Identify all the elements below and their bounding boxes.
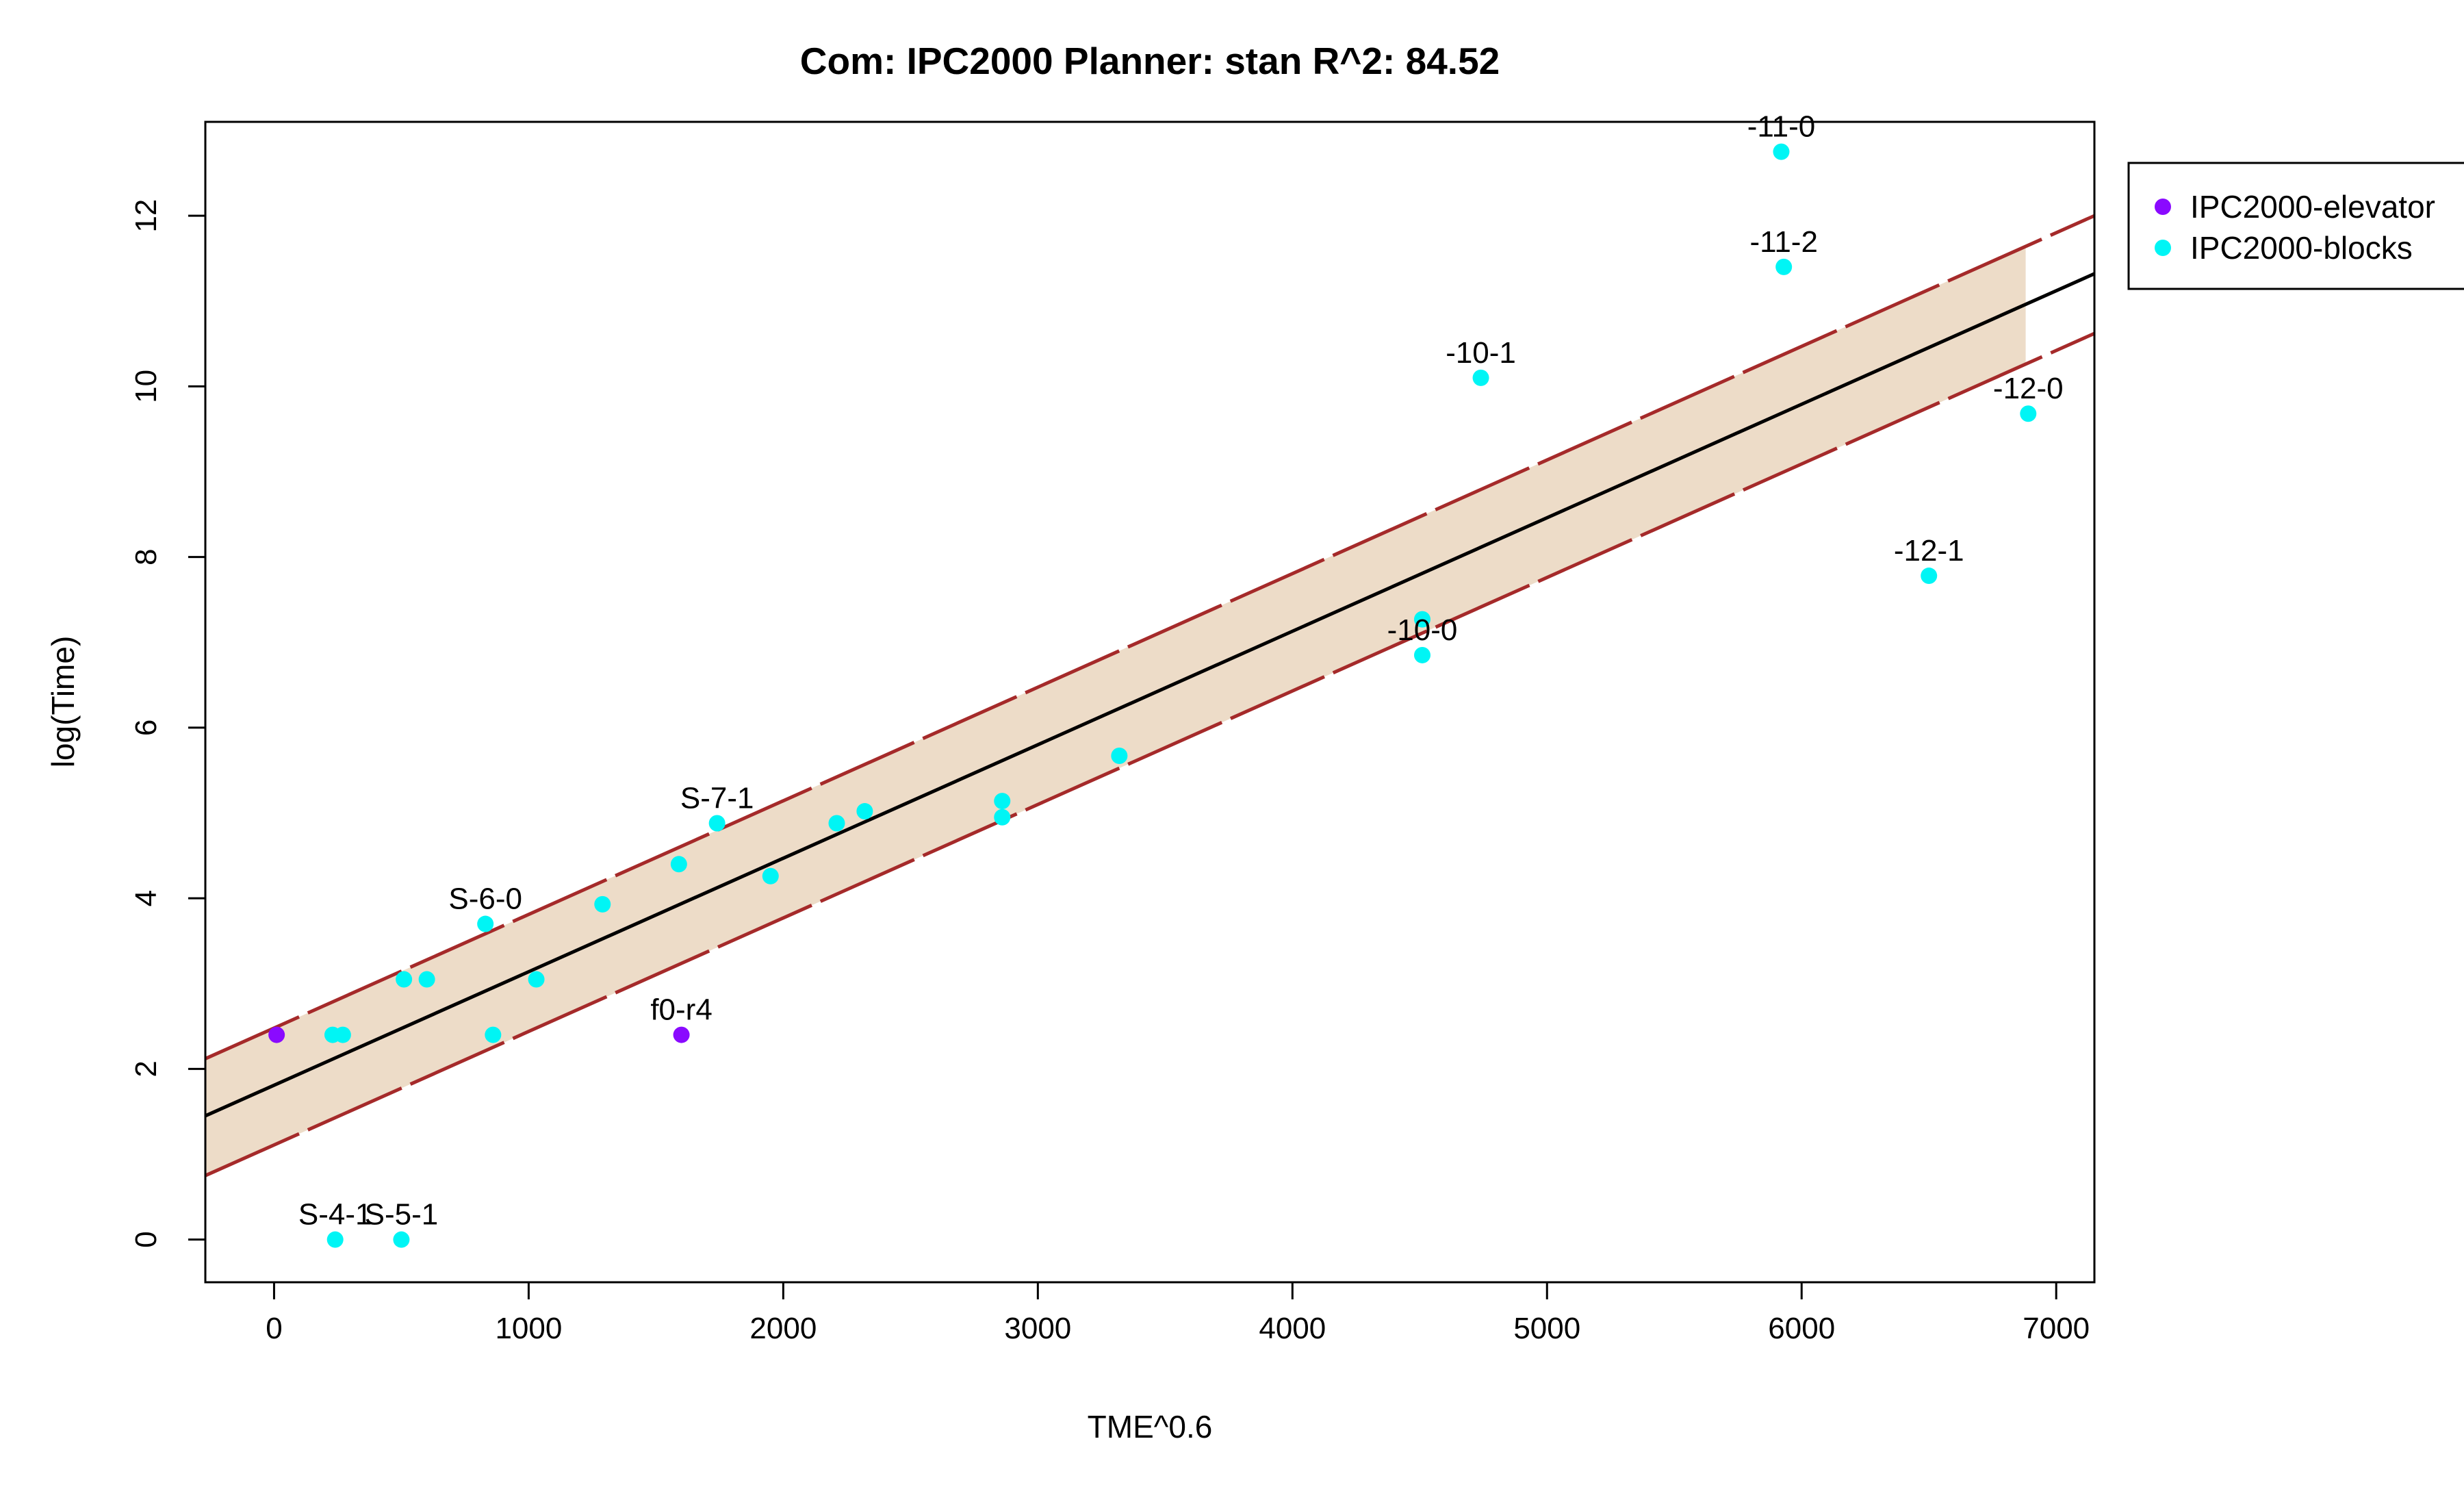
x-tick-label: 3000 [1004, 1312, 1071, 1345]
point-label: -11-0 [1747, 110, 1815, 144]
y-tick-label: 12 [129, 199, 163, 233]
data-point-1-15 [994, 793, 1011, 810]
point-label: S-4-1 [298, 1198, 372, 1232]
data-point-1-7 [485, 1026, 502, 1043]
legend-box [2127, 162, 2464, 290]
legend-marker-blocks [2155, 240, 2171, 256]
x-tick-label: 6000 [1768, 1312, 1835, 1345]
point-labels-layer: f0-r4 S-4-1S-5-1 S-6-0 S-7-1 -10-0 -10-1 -11-0… [298, 110, 2064, 1232]
y-tick-label: 8 [129, 548, 163, 565]
data-point-0-1 [673, 1026, 690, 1043]
data-point-1-14 [856, 803, 873, 820]
fit-lines-layer [204, 214, 2096, 1178]
data-point-1-21 [1773, 143, 1790, 160]
legend-label-blocks: IPC2000-blocks [2190, 230, 2413, 266]
y-tick-label: 0 [129, 1231, 163, 1247]
point-label: -12-0 [1993, 372, 2064, 405]
legend-marker-elevator [2155, 199, 2171, 215]
point-label: -12-1 [1894, 534, 1964, 568]
data-point-1-11 [708, 815, 726, 832]
data-point-1-18 [1414, 611, 1431, 628]
point-label: S-5-1 [365, 1198, 439, 1232]
data-point-1-5 [418, 971, 435, 988]
data-point-1-4 [396, 971, 413, 988]
upper-bound-line [204, 214, 2096, 1060]
point-label: -10-0 [1387, 613, 1458, 647]
data-point-1-1 [393, 1231, 410, 1248]
data-point-1-24 [2020, 405, 2037, 422]
y-tick-label: 4 [129, 890, 163, 906]
point-label: -11-2 [1749, 225, 1817, 259]
data-point-1-0 [326, 1231, 344, 1248]
data-point-1-13 [828, 815, 845, 832]
y-tick-label: 6 [129, 720, 163, 736]
point-label: S-7-1 [680, 781, 754, 815]
data-point-1-22 [1775, 258, 1793, 275]
data-point-1-12 [762, 867, 779, 885]
data-point-1-20 [1472, 369, 1489, 386]
data-point-1-9 [594, 895, 611, 913]
x-tick-label: 2000 [749, 1312, 817, 1345]
data-point-1-19 [1414, 646, 1431, 663]
x-tick-label: 7000 [2023, 1312, 2090, 1345]
y-axis: 0 2 4 6 8 10 12 [129, 199, 207, 1248]
data-point-1-16 [994, 809, 1011, 826]
data-point-1-3 [334, 1026, 351, 1043]
data-points-layer [268, 143, 2037, 1248]
chart-title: Com: IPC2000 Planner: stan R^2: 84.52 [800, 40, 1500, 82]
y-axis-title: log(Time) [45, 636, 81, 768]
x-tick-label: 1000 [495, 1312, 562, 1345]
data-point-0-0 [268, 1026, 285, 1043]
x-tick-label: 4000 [1259, 1312, 1326, 1345]
legend: IPC2000-elevator IPC2000-blocks [2127, 162, 2464, 290]
legend-label-elevator: IPC2000-elevator [2190, 189, 2435, 225]
data-point-1-6 [477, 915, 494, 932]
data-point-1-23 [1921, 568, 1938, 585]
lower-bound-line [204, 331, 2096, 1178]
y-tick-label: 2 [129, 1060, 163, 1077]
point-label: S-6-0 [448, 882, 522, 916]
x-tick-label: 0 [266, 1312, 282, 1345]
point-label: -10-1 [1446, 336, 1516, 370]
x-axis: 0 1000 2000 3000 4000 5000 6000 7000 [266, 1281, 2090, 1345]
regression-line [204, 272, 2096, 1118]
y-tick-label: 10 [129, 370, 163, 403]
data-point-1-8 [528, 971, 545, 988]
point-label: f0-r4 [650, 993, 712, 1027]
data-point-1-10 [670, 856, 687, 873]
data-point-1-17 [1111, 748, 1128, 765]
x-tick-label: 5000 [1513, 1312, 1580, 1345]
x-axis-title: TME^0.6 [1088, 1409, 1213, 1445]
